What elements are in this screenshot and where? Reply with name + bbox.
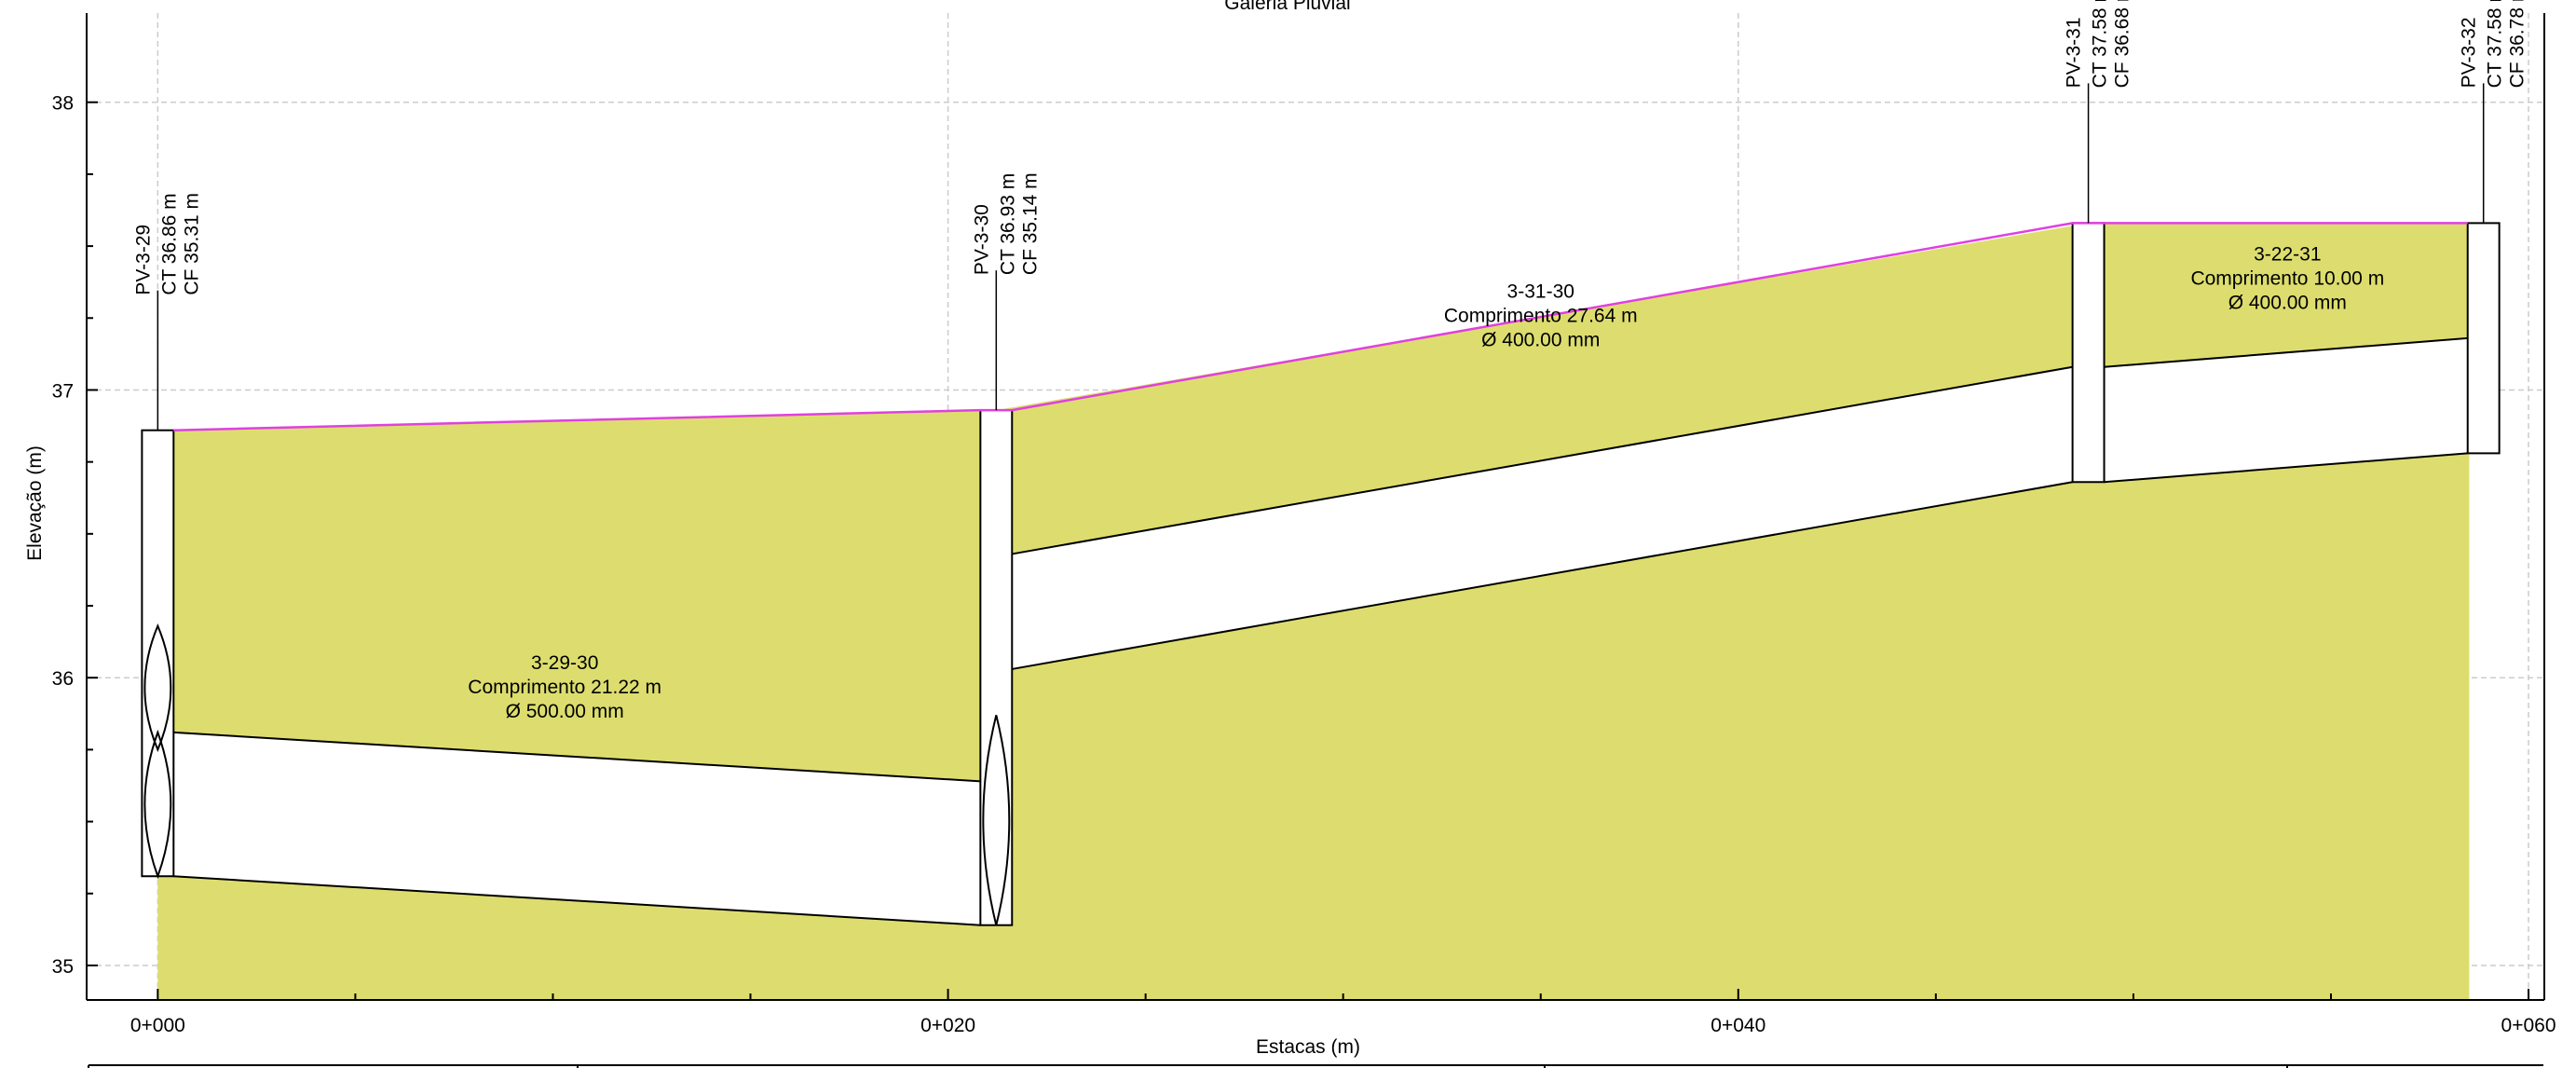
pipe-crown-line — [173, 731, 981, 783]
pipe-invert-line — [1012, 481, 2073, 670]
y-tick-label: 38 — [52, 93, 74, 115]
manhole-PV-3-29 — [141, 429, 175, 878]
x-tick-label: 0+020 — [920, 1015, 975, 1036]
y-axis-title: Elevação (m) — [24, 445, 46, 561]
pipe-diameter-label: Ø 400.00 mm — [1481, 330, 1600, 351]
ground-profile — [173, 222, 2468, 431]
pipes — [173, 336, 2468, 926]
pipe-3-31-30 — [1012, 366, 2073, 669]
x-axis-title: Estacas (m) — [1256, 1036, 1360, 1058]
y-tick-label: 37 — [52, 380, 74, 402]
pipe-diameter-label: Ø 500.00 mm — [506, 701, 624, 722]
manhole-id-label: PV-3-30 — [971, 204, 992, 275]
manhole-ct-label: CT 37.58 m — [2090, 0, 2111, 88]
x-tick-label: 0+000 — [130, 1015, 185, 1036]
ground-line — [173, 222, 2468, 431]
pipe-invert-line — [2104, 452, 2468, 484]
pipe-invert-line — [173, 875, 981, 926]
pipe-diameter-label: Ø 400.00 mm — [2228, 293, 2347, 314]
pipe-id-label: 3-31-30 — [1507, 281, 1574, 303]
x-tick-label: 0+040 — [1711, 1015, 1765, 1036]
pipe-3-29-30 — [173, 732, 981, 925]
lens-lower — [143, 729, 172, 880]
manhole-cf-label: CF 36.68 m — [2112, 0, 2133, 88]
manhole-PV-3-31 — [2071, 222, 2106, 484]
manhole-PV-3-30 — [979, 409, 1014, 926]
manhole-id-label: PV-3-31 — [2064, 17, 2085, 88]
y-tick-label: 36 — [52, 668, 74, 690]
y-tick-label: 35 — [52, 956, 74, 978]
manhole-id-label: PV-3-32 — [2459, 17, 2480, 88]
x-tick-label: 0+060 — [2501, 1015, 2556, 1036]
axes: 0+000 0+020 0+040 0+060 35 36 37 38 — [52, 13, 2556, 1036]
manhole-ct-label: CT 36.93 m — [997, 173, 1018, 275]
pipe-crown-line — [2104, 336, 2468, 368]
chart-title: Galeria Pluvial — [1224, 0, 1350, 14]
manhole-id-label: PV-3-29 — [132, 225, 154, 295]
pipe-id-label: 3-29-30 — [531, 652, 598, 674]
manhole-PV-3-32 — [2466, 222, 2501, 455]
manhole-cf-label: CF 35.14 m — [1019, 172, 1041, 275]
pipe-3-22-31 — [2104, 337, 2468, 483]
pipe-length-label: Comprimento 21.22 m — [468, 677, 661, 698]
manhole-ct-label: CT 36.86 m — [158, 193, 180, 294]
manhole-ct-label: CT 37.58 m — [2485, 0, 2506, 88]
pipe-crown-line — [1012, 365, 2073, 555]
manhole-cf-label: CF 36.78 m — [2507, 0, 2528, 88]
pipe-length-label: Comprimento 27.64 m — [1444, 306, 1638, 327]
lens-upper — [143, 623, 172, 752]
manholes — [141, 222, 2501, 926]
pipe-length-label: Comprimento 10.00 m — [2190, 268, 2384, 290]
lens — [982, 715, 1011, 925]
pipe-id-label: 3-22-31 — [2254, 244, 2321, 266]
manhole-cf-label: CF 35.31 m — [181, 193, 202, 295]
labels: PV-3-29 CT 36.86 m CF 35.31 m PV-3-30 CT 36.… — [132, 0, 2528, 722]
